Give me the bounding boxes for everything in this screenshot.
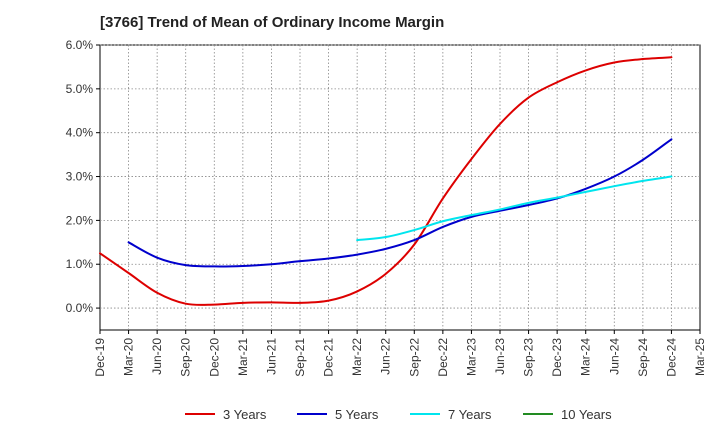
x-tick-label: Jun-20 bbox=[150, 338, 164, 375]
x-tick-label: Mar-21 bbox=[236, 338, 250, 376]
y-tick-label: 1.0% bbox=[66, 257, 94, 271]
y-tick-label: 4.0% bbox=[66, 126, 94, 140]
series-line-3-years bbox=[99, 56, 673, 306]
x-tick-label: Sep-20 bbox=[179, 338, 193, 377]
series-line-5-years bbox=[127, 138, 673, 268]
x-tick-label: Mar-24 bbox=[579, 338, 593, 376]
x-tick-label: Dec-23 bbox=[550, 338, 564, 377]
x-tick-label: Jun-24 bbox=[607, 338, 621, 375]
x-tick-label: Jun-23 bbox=[493, 338, 507, 375]
legend-label-10-years: 10 Years bbox=[561, 407, 612, 422]
y-tick-label: 6.0% bbox=[66, 38, 94, 52]
x-tick-label: Sep-23 bbox=[522, 338, 536, 377]
x-tick-label: Dec-21 bbox=[322, 338, 336, 377]
x-tick-label: Sep-21 bbox=[293, 338, 307, 377]
x-tick-label: Mar-23 bbox=[464, 338, 478, 376]
x-tick-label: Mar-20 bbox=[122, 338, 136, 376]
series-line-7-years bbox=[356, 175, 673, 242]
x-tick-label: Sep-24 bbox=[636, 338, 650, 377]
x-tick-label: Dec-24 bbox=[664, 338, 678, 377]
x-tick-label: Mar-22 bbox=[350, 338, 364, 376]
y-tick-label: 3.0% bbox=[66, 170, 94, 184]
y-axis: 0.0% 1.0% 2.0% 3.0% 4.0% 5.0% 6.0% bbox=[66, 38, 100, 315]
y-tick-label: 0.0% bbox=[66, 301, 94, 315]
y-tick-label: 2.0% bbox=[66, 213, 94, 227]
series-group bbox=[99, 56, 673, 306]
legend-label-7-years: 7 Years bbox=[448, 407, 492, 422]
y-tick-label: 5.0% bbox=[66, 82, 94, 96]
x-tick-label: Mar-25 bbox=[693, 338, 707, 376]
x-tick-label: Sep-22 bbox=[407, 338, 421, 377]
chart-title: [3766] Trend of Mean of Ordinary Income … bbox=[100, 14, 445, 31]
legend-label-5-years: 5 Years bbox=[335, 407, 379, 422]
x-tick-label: Dec-20 bbox=[207, 338, 221, 377]
x-tick-label: Jun-22 bbox=[379, 338, 393, 375]
x-axis: Dec-19 Mar-20 Jun-20 Sep-20 Dec-20 Mar-21 Jun-… bbox=[93, 330, 707, 377]
x-tick-label: Dec-19 bbox=[93, 338, 107, 377]
x-tick-label: Dec-22 bbox=[436, 338, 450, 377]
x-tick-label: Jun-21 bbox=[264, 338, 278, 375]
legend: 3 Years 5 Years 7 Years 10 Years bbox=[185, 407, 612, 422]
legend-label-3-years: 3 Years bbox=[223, 407, 267, 422]
plot-area bbox=[99, 44, 701, 331]
